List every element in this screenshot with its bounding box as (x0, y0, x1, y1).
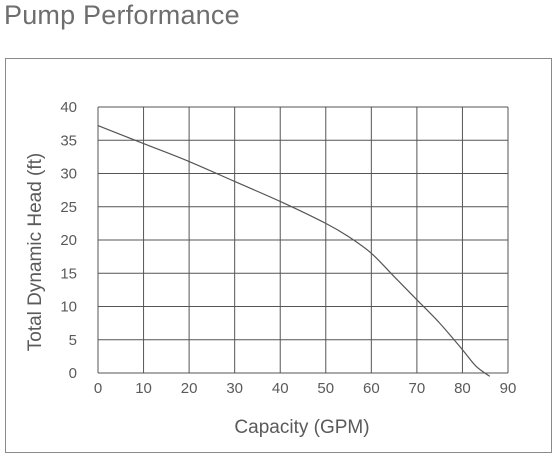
y-tick-label: 40 (60, 99, 77, 116)
x-tick-label: 60 (363, 380, 380, 397)
x-tick-label: 40 (272, 380, 289, 397)
y-tick-label: 30 (60, 166, 77, 183)
chart-series (97, 125, 491, 377)
y-tick-label: 25 (60, 199, 77, 216)
y-tick-label: 0 (69, 365, 77, 382)
pump-curve-line (97, 125, 491, 377)
x-tick-label: 10 (135, 380, 152, 397)
x-tick-label: 0 (94, 380, 102, 397)
x-axis-ticks: 0 10 20 30 40 50 60 70 80 90 (94, 380, 517, 397)
y-tick-label: 35 (60, 132, 77, 149)
y-tick-label: 20 (60, 232, 77, 249)
x-tick-label: 50 (317, 380, 334, 397)
x-tick-label: 20 (181, 380, 198, 397)
x-tick-label: 80 (454, 380, 471, 397)
page-title: Pump Performance (4, 0, 240, 30)
chart-frame (5, 58, 552, 453)
x-tick-label: 90 (500, 380, 517, 397)
y-tick-label: 10 (60, 299, 77, 316)
y-axis-label: Total Dynamic Head (ft) (25, 153, 46, 352)
y-tick-label: 15 (60, 265, 77, 282)
chart-grid (97, 106, 509, 374)
x-tick-label: 30 (226, 380, 243, 397)
x-axis-label: Capacity (GPM) (234, 417, 369, 438)
y-axis-ticks: 0 5 10 15 20 25 30 35 40 (60, 99, 77, 382)
y-tick-label: 5 (69, 332, 77, 349)
x-tick-label: 70 (409, 380, 426, 397)
